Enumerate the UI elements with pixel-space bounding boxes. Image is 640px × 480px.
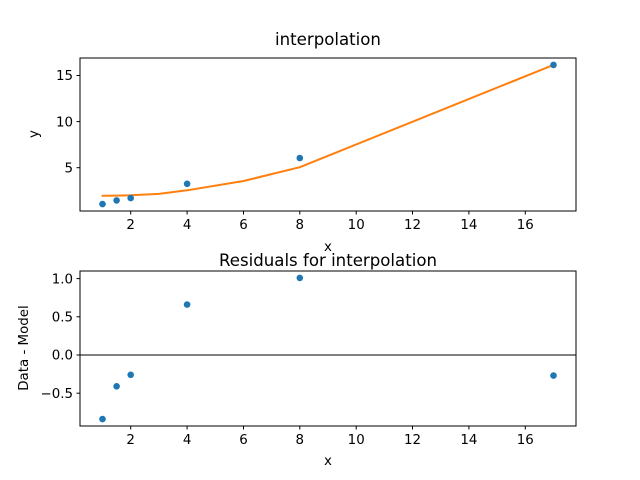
data-points-marker — [127, 194, 134, 202]
residual-points-marker — [183, 301, 191, 308]
interpolation-chart: 2 4 6 8 10 12 14 16 5 10 15 interpolation x y — [27, 30, 577, 255]
chart-title: interpolation — [275, 30, 381, 49]
x-tick-label: 2 — [126, 433, 135, 448]
y-tick-label: 5 — [64, 161, 73, 176]
residual-points-marker — [296, 274, 304, 282]
y-tick-label: 15 — [56, 69, 73, 84]
y-tick-label: −0.5 — [40, 387, 73, 402]
x-tick-label: 16 — [517, 433, 534, 448]
x-tick-label: 12 — [404, 218, 421, 233]
x-tick-label: 16 — [517, 218, 534, 233]
x-tick-label: 8 — [296, 218, 305, 233]
data-points-marker — [183, 180, 191, 188]
x-tick-label: 6 — [239, 433, 248, 448]
chart-title: Residuals for interpolation — [219, 251, 437, 270]
x-tick-label: 4 — [183, 433, 192, 448]
x-tick-label: 4 — [183, 218, 192, 233]
y-axis-label: Data - Model — [17, 305, 32, 391]
data-points-marker — [550, 61, 557, 69]
axes-frame — [79, 270, 577, 427]
model-line — [101, 63, 555, 197]
residual-points-marker — [127, 371, 134, 379]
x-tick-label: 14 — [460, 433, 477, 448]
residual-points-marker — [550, 372, 557, 379]
x-tick-label: 8 — [296, 433, 305, 448]
x-tick-label: 10 — [348, 218, 365, 233]
x-tick-label: 6 — [239, 218, 248, 233]
residual-points-marker — [99, 415, 106, 423]
y-axis-label: y — [27, 130, 42, 138]
data-points-marker — [113, 197, 120, 204]
axes-frame — [79, 57, 577, 212]
y-tick-label: 0.0 — [52, 349, 73, 364]
y-tick-label: 0.5 — [52, 311, 73, 326]
x-axis-label: x — [324, 240, 332, 255]
x-tick-label: 14 — [460, 218, 477, 233]
data-points-marker — [99, 200, 106, 208]
x-tick-label: 2 — [126, 218, 135, 233]
x-axis-label: x — [324, 454, 332, 469]
x-tick-label: 10 — [348, 433, 365, 448]
x-tick-label: 12 — [404, 433, 421, 448]
y-tick-label: 10 — [56, 115, 73, 130]
data-points-marker — [296, 154, 304, 162]
y-tick-label: 1.0 — [52, 272, 73, 287]
residual-points-marker — [113, 383, 120, 390]
residuals-chart: 2 4 6 8 10 12 14 16 1.0 0.5 0.0 −0.5 Residuals for i… — [17, 251, 577, 469]
